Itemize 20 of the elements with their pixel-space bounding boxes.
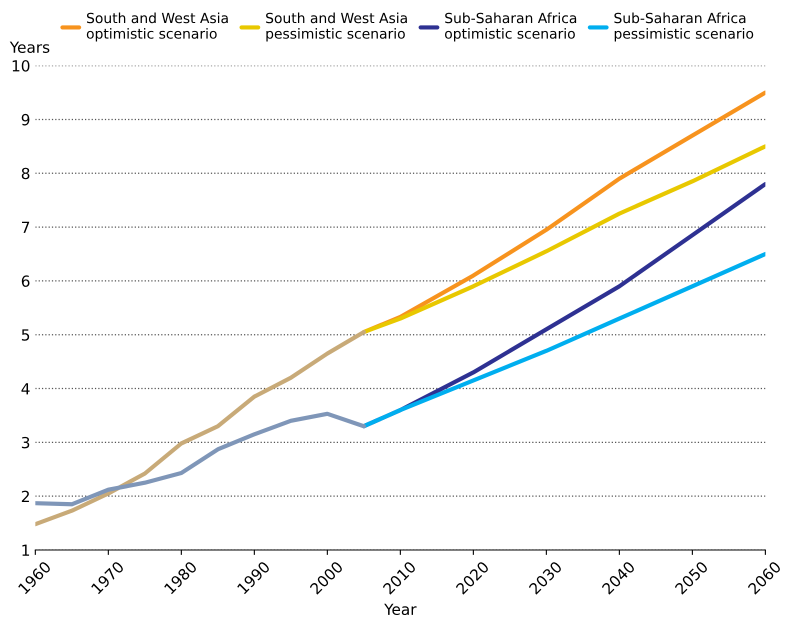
line-series — [35, 412, 366, 506]
y-tick-label: 4 — [21, 383, 30, 394]
y-tick-label: 6 — [22, 275, 30, 287]
legend-label: Sub-Saharan Africa optimistic scenario — [445, 12, 576, 42]
legend-label: Sub-Saharan Africa pessimistic scenario — [614, 12, 754, 42]
y-axis-title: Years — [10, 42, 50, 53]
y-tick-label: 7 — [22, 222, 30, 233]
legend-label: South and West Asia pessimistic scenario — [266, 12, 407, 42]
legend-label: South and West Asia optimistic scenario — [86, 12, 228, 42]
x-axis-title: Year — [384, 604, 417, 616]
line-series — [362, 144, 766, 334]
y-tick-label: 3 — [22, 436, 30, 448]
y-tick-label: 5 — [22, 329, 30, 341]
line-series — [35, 330, 366, 526]
y-tick-label: 10 — [12, 60, 30, 72]
y-tick-label: 2 — [22, 490, 29, 502]
y-tick-label: 9 — [22, 114, 30, 126]
y-tick-label: 8 — [22, 168, 30, 180]
y-tick-label: 1 — [22, 544, 30, 556]
line-series — [362, 252, 766, 428]
